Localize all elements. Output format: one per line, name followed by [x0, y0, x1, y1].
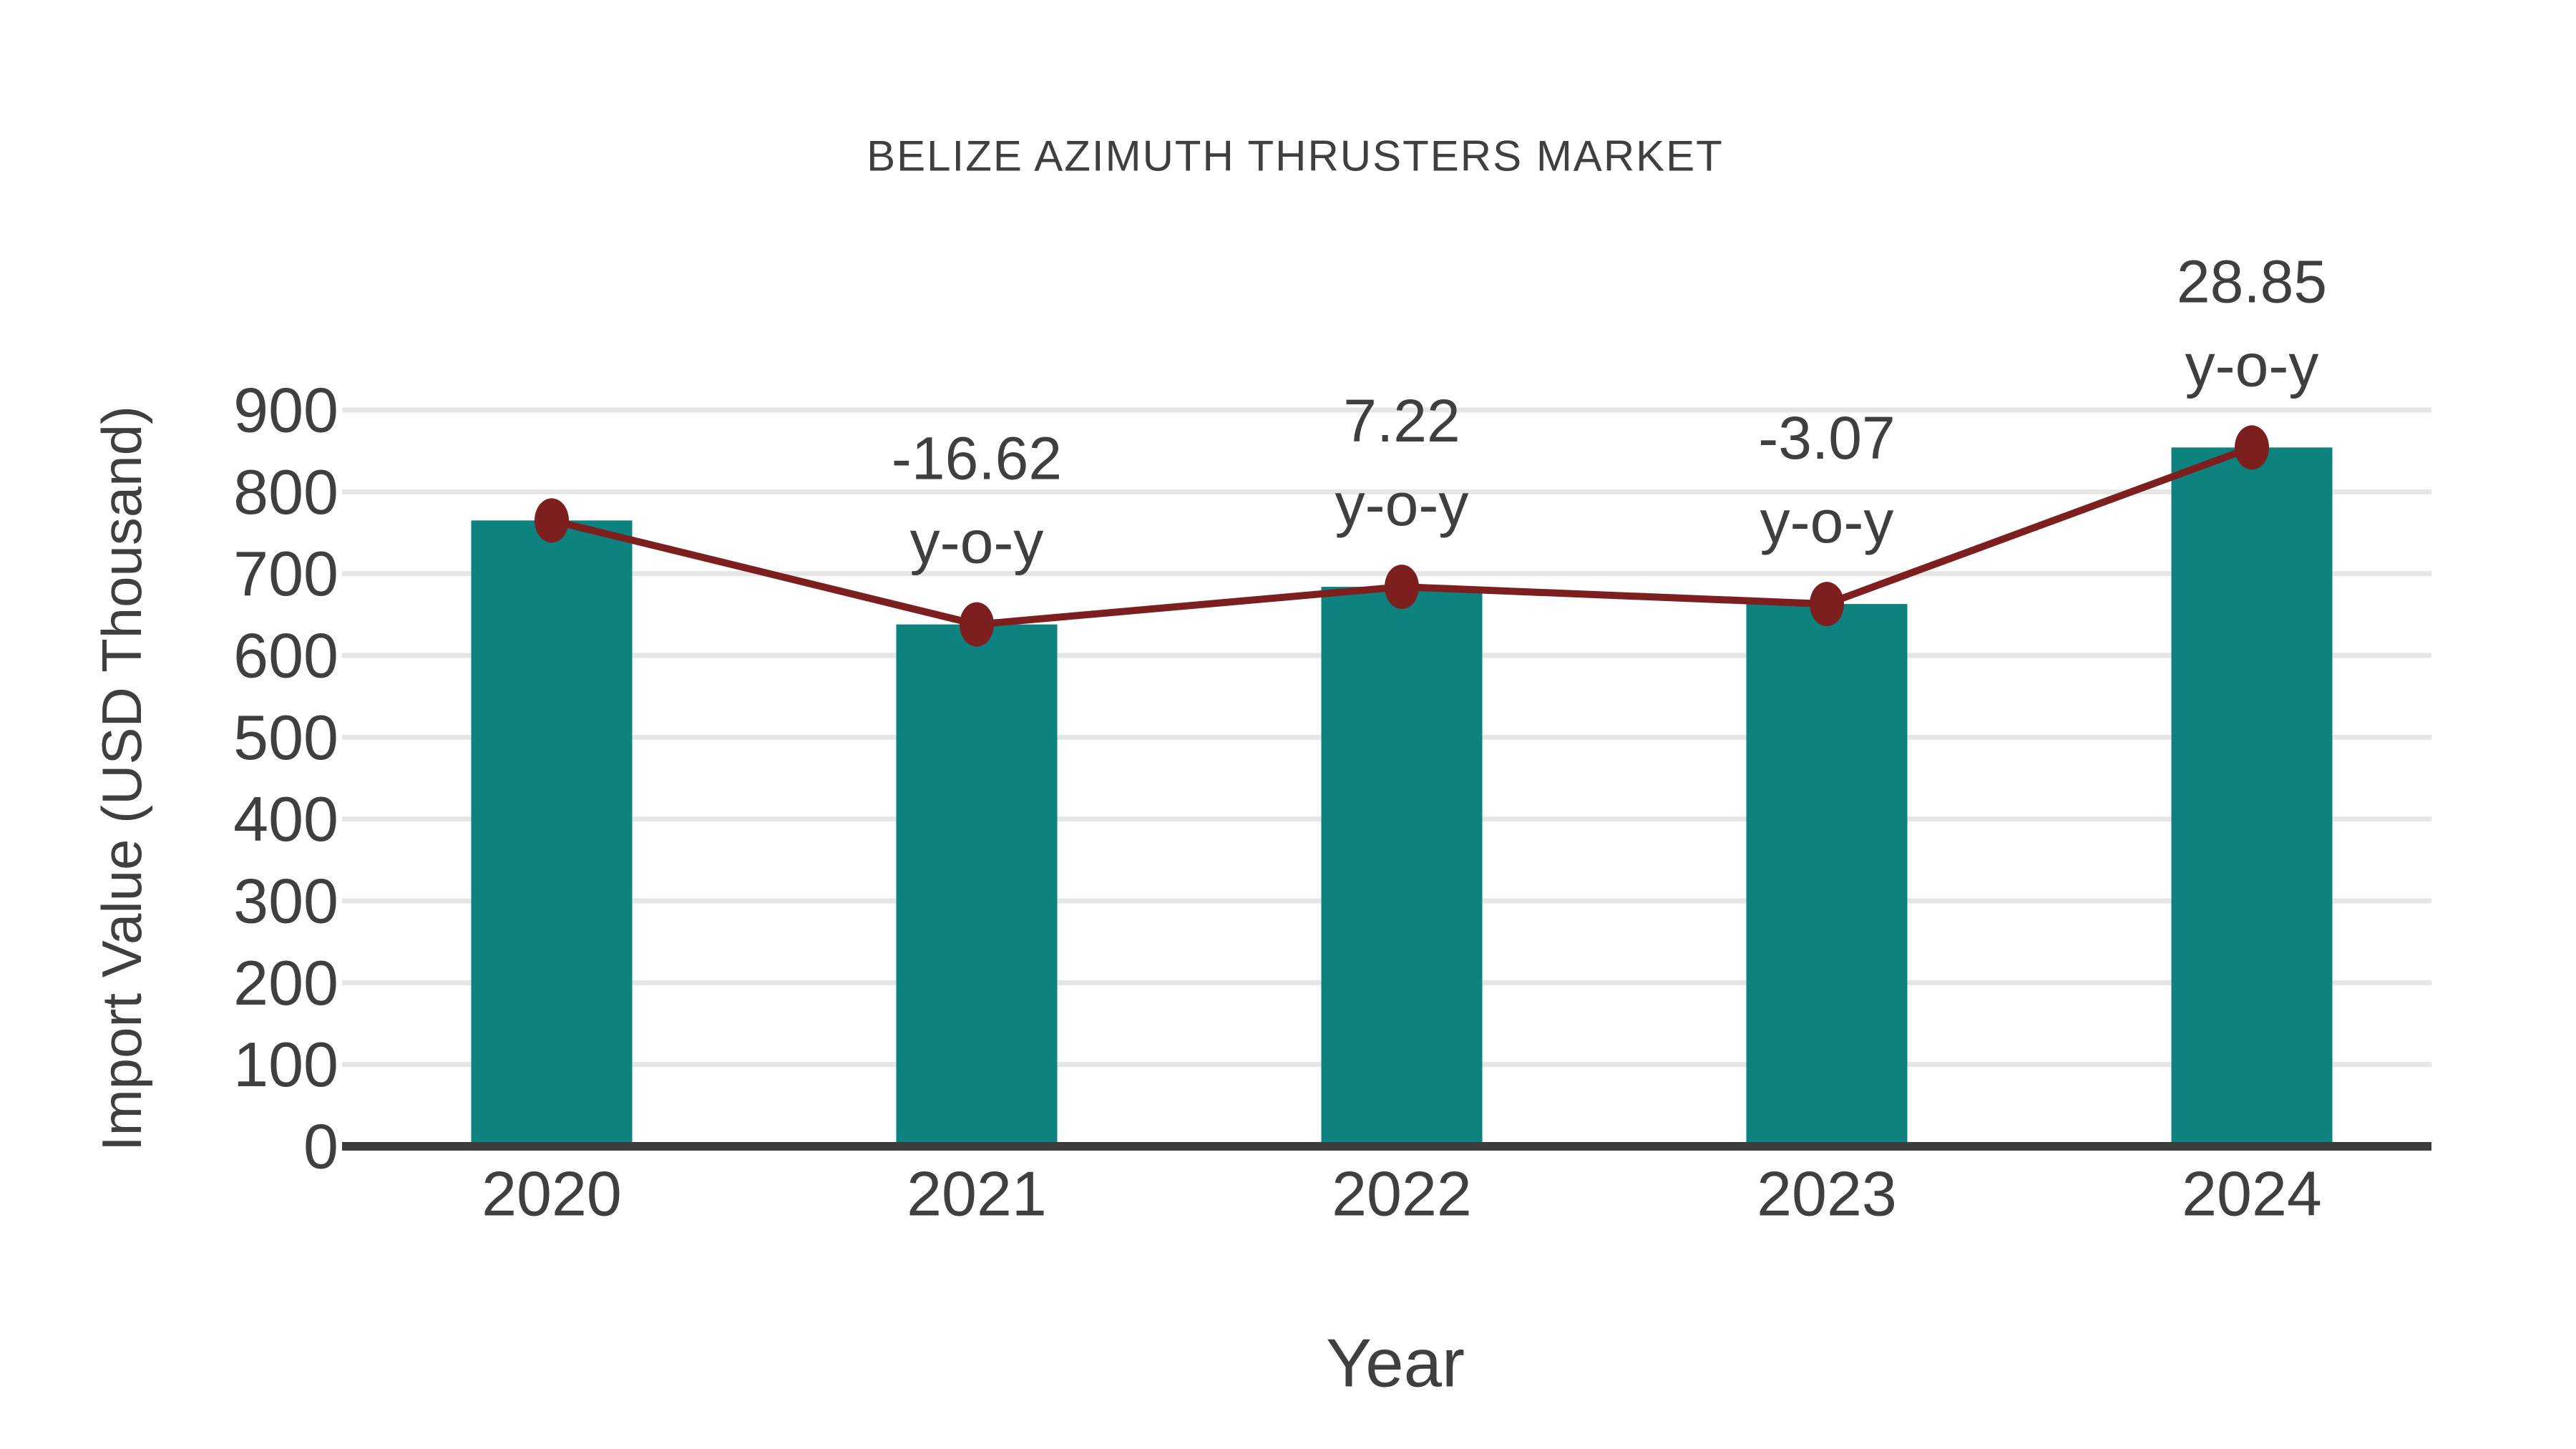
trend-point-2024 [2235, 425, 2269, 470]
ytick-label-200: 200 [233, 947, 338, 1018]
ytick-label-400: 400 [233, 784, 338, 854]
ytick-label-800: 800 [233, 457, 338, 527]
trend-point-2021 [960, 602, 994, 647]
annotation-2022-unit: y-o-y [1335, 471, 1469, 538]
xtick-label-2020: 2020 [482, 1158, 622, 1229]
xtick-label-2024: 2024 [2182, 1158, 2322, 1229]
annotation-2023-value: -3.07 [1758, 404, 1895, 472]
ytick-label-900: 900 [233, 375, 338, 446]
trend-point-2020 [535, 498, 569, 543]
bar-2024 [2171, 447, 2333, 1146]
trend-point-2022 [1385, 565, 1419, 610]
annotation-2024-unit: y-o-y [2185, 331, 2319, 399]
bar-2022 [1321, 587, 1483, 1146]
ytick-label-0: 0 [303, 1111, 338, 1182]
ytick-label-100: 100 [233, 1029, 338, 1100]
trend-point-2023 [1810, 582, 1844, 627]
annotation-2021-value: -16.62 [892, 425, 1062, 492]
xtick-label-2021: 2021 [907, 1158, 1047, 1229]
ytick-label-500: 500 [233, 702, 338, 773]
ytick-label-700: 700 [233, 538, 338, 609]
x-axis-title: Year [1326, 1325, 1465, 1402]
ytick-label-300: 300 [233, 866, 338, 937]
xtick-label-2022: 2022 [1332, 1158, 1472, 1229]
annotation-2023-unit: y-o-y [1760, 488, 1894, 555]
ytick-label-600: 600 [233, 620, 338, 691]
annotation-2024-value: 28.85 [2177, 248, 2327, 315]
annotation-2021-unit: y-o-y [910, 509, 1044, 576]
bar-2021 [896, 624, 1058, 1146]
plot-area: 0 100 200 300 400 500 600 700 800 900 2020 2021 2022… [233, 248, 2431, 1229]
chart-title: BELIZE AZIMUTH THRUSTERS MARKET [867, 132, 1724, 180]
annotation-2022-value: 7.22 [1343, 387, 1460, 454]
bar-2023 [1746, 604, 1908, 1146]
y-axis-title: Import Value (USD Thousand) [90, 406, 153, 1151]
xtick-label-2023: 2023 [1757, 1158, 1897, 1229]
bar-2020 [471, 520, 633, 1146]
